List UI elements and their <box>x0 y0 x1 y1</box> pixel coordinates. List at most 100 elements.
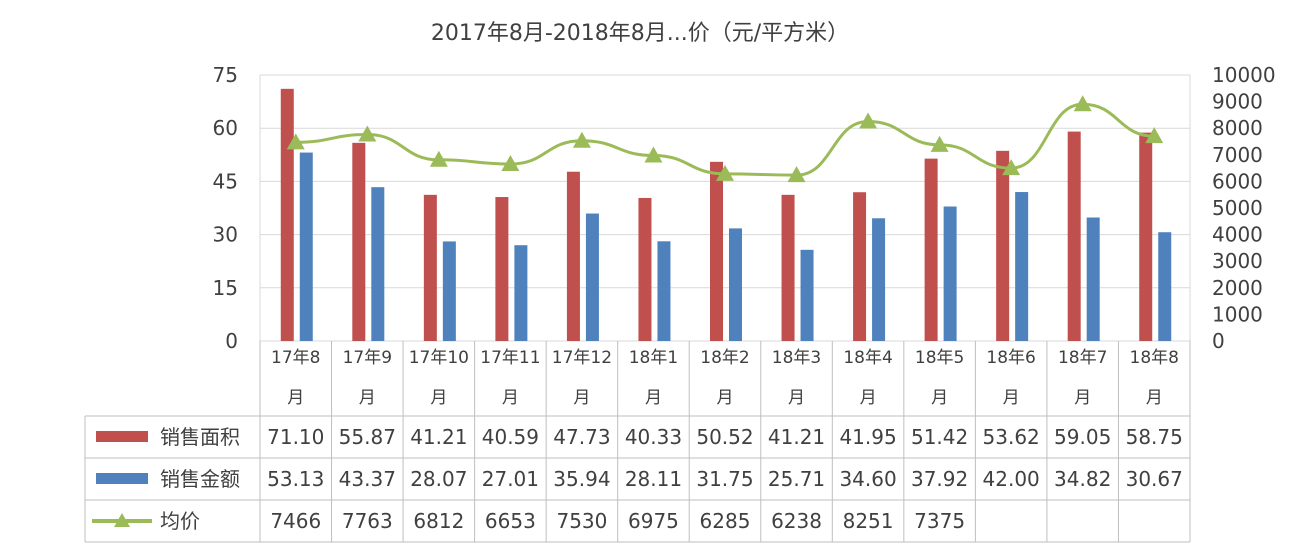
table-header-label: 月 <box>502 388 519 408</box>
table-header-label: 17年9 <box>343 348 392 368</box>
legend-series-name: 销售面积 <box>160 425 240 449</box>
bar-sales-area <box>566 171 580 341</box>
average-price-point <box>1002 159 1021 176</box>
right-axis-tick-label: 5000 <box>1212 196 1263 220</box>
bar-sales-amount <box>1158 232 1172 341</box>
table-cell-value: 6653 <box>485 509 536 533</box>
bars <box>280 88 1172 341</box>
table-cell-value: 41.21 <box>768 425 825 449</box>
table-header-label: 17年10 <box>409 348 469 368</box>
average-price-point <box>358 125 377 142</box>
bar-sales-amount <box>800 249 814 341</box>
table-cell-value: 7466 <box>270 509 321 533</box>
table-header-label: 18年3 <box>772 348 821 368</box>
bar-sales-area <box>710 161 723 341</box>
right-axis-tick-label: 0 <box>1212 329 1225 353</box>
table-header-label: 月 <box>359 388 376 408</box>
legend-key-average-price-marker <box>114 513 130 527</box>
average-price-point <box>1073 95 1092 112</box>
table-cell-value: 50.52 <box>696 425 753 449</box>
average-price-point <box>429 150 448 167</box>
bar-sales-area <box>781 194 795 341</box>
table-cell-value: 37.92 <box>911 467 968 491</box>
average-price-point <box>644 146 663 163</box>
table-header-label: 18年6 <box>986 348 1035 368</box>
bar-sales-area <box>280 88 294 341</box>
table-cell-value: 53.62 <box>983 425 1040 449</box>
left-axis-tick-label: 0 <box>225 329 238 353</box>
bar-sales-area <box>638 197 652 341</box>
table-cell-value: 51.42 <box>911 425 968 449</box>
table-cell-value: 55.87 <box>339 425 396 449</box>
bar-sales-amount <box>442 241 456 341</box>
table-header-label: 月 <box>717 388 734 408</box>
table-header-label: 月 <box>645 388 662 408</box>
table-cell-value: 34.82 <box>1054 467 1111 491</box>
table-header-label: 月 <box>573 388 590 408</box>
table-cell-value: 43.37 <box>339 467 396 491</box>
bar-sales-area <box>924 158 938 341</box>
table-header-label: 17年8 <box>271 348 320 368</box>
table-cell-value: 47.73 <box>553 425 610 449</box>
left-axis-tick-label: 60 <box>213 116 238 140</box>
bar-sales-area <box>423 194 437 341</box>
table-header-label: 18年1 <box>629 348 678 368</box>
table-header-label: 月 <box>287 388 304 408</box>
table-header-label: 18年8 <box>1130 348 1179 368</box>
table-cell-value: 7530 <box>556 509 607 533</box>
left-axis-tick-label: 45 <box>213 169 238 193</box>
average-price-point <box>1145 127 1164 144</box>
table-header-label: 月 <box>1003 388 1020 408</box>
table-header-label: 17年12 <box>552 348 612 368</box>
table-cell-value: 34.60 <box>839 467 896 491</box>
table-cell-value: 71.10 <box>267 425 324 449</box>
table-cell-value: 30.67 <box>1126 467 1183 491</box>
right-axis-tick-label: 9000 <box>1212 90 1263 114</box>
table-header-label: 月 <box>430 388 447 408</box>
bar-sales-amount <box>299 152 313 341</box>
table-cell-value: 28.07 <box>410 467 467 491</box>
table-cell-value: 6812 <box>413 509 464 533</box>
legend-series-name: 销售金额 <box>160 467 240 491</box>
table-cell-value: 8251 <box>843 509 894 533</box>
table-cell-value: 25.71 <box>768 467 825 491</box>
table-cell-value: 42.00 <box>983 467 1040 491</box>
table-cell-value: 27.01 <box>482 467 539 491</box>
table-cell-value: 58.75 <box>1126 425 1183 449</box>
left-axis-tick-label: 15 <box>213 276 238 300</box>
bar-sales-area <box>996 150 1010 341</box>
right-axis-tick-label: 10000 <box>1212 63 1276 87</box>
table-header-label: 18年7 <box>1058 348 1107 368</box>
bar-sales-amount <box>943 206 957 341</box>
table-header-label: 18年2 <box>700 348 749 368</box>
legend-key-sales-area <box>96 431 148 442</box>
table-cell-value: 6975 <box>628 509 679 533</box>
legend-series-name: 均价 <box>160 509 200 533</box>
table-cell-value: 59.05 <box>1054 425 1111 449</box>
table-cell-value: 41.95 <box>839 425 896 449</box>
bar-sales-amount <box>585 213 599 341</box>
bar-sales-amount <box>371 187 385 341</box>
table-cell-value: 35.94 <box>553 467 610 491</box>
bar-sales-amount <box>657 241 671 341</box>
table-cell-value: 6285 <box>700 509 751 533</box>
right-axis-tick-label: 4000 <box>1212 223 1263 247</box>
right-axis-tick-label: 6000 <box>1212 169 1263 193</box>
average-price-line <box>286 95 1164 183</box>
table-header-label: 18年5 <box>915 348 964 368</box>
table-cell-value: 7375 <box>914 509 965 533</box>
bar-sales-amount <box>1015 192 1029 341</box>
bar-sales-amount <box>872 218 886 341</box>
left-axis-tick-label: 75 <box>213 63 238 87</box>
right-axis-tick-label: 3000 <box>1212 249 1263 273</box>
table-header-label: 月 <box>1146 388 1163 408</box>
right-axis-tick-label: 8000 <box>1212 116 1263 140</box>
average-price-point <box>716 164 734 181</box>
table-cell-value: 28.11 <box>625 467 682 491</box>
bar-sales-amount <box>729 228 742 341</box>
right-axis-tick-label: 7000 <box>1212 143 1263 167</box>
bar-sales-area <box>495 197 509 341</box>
legend-key-sales-amount <box>96 473 148 484</box>
